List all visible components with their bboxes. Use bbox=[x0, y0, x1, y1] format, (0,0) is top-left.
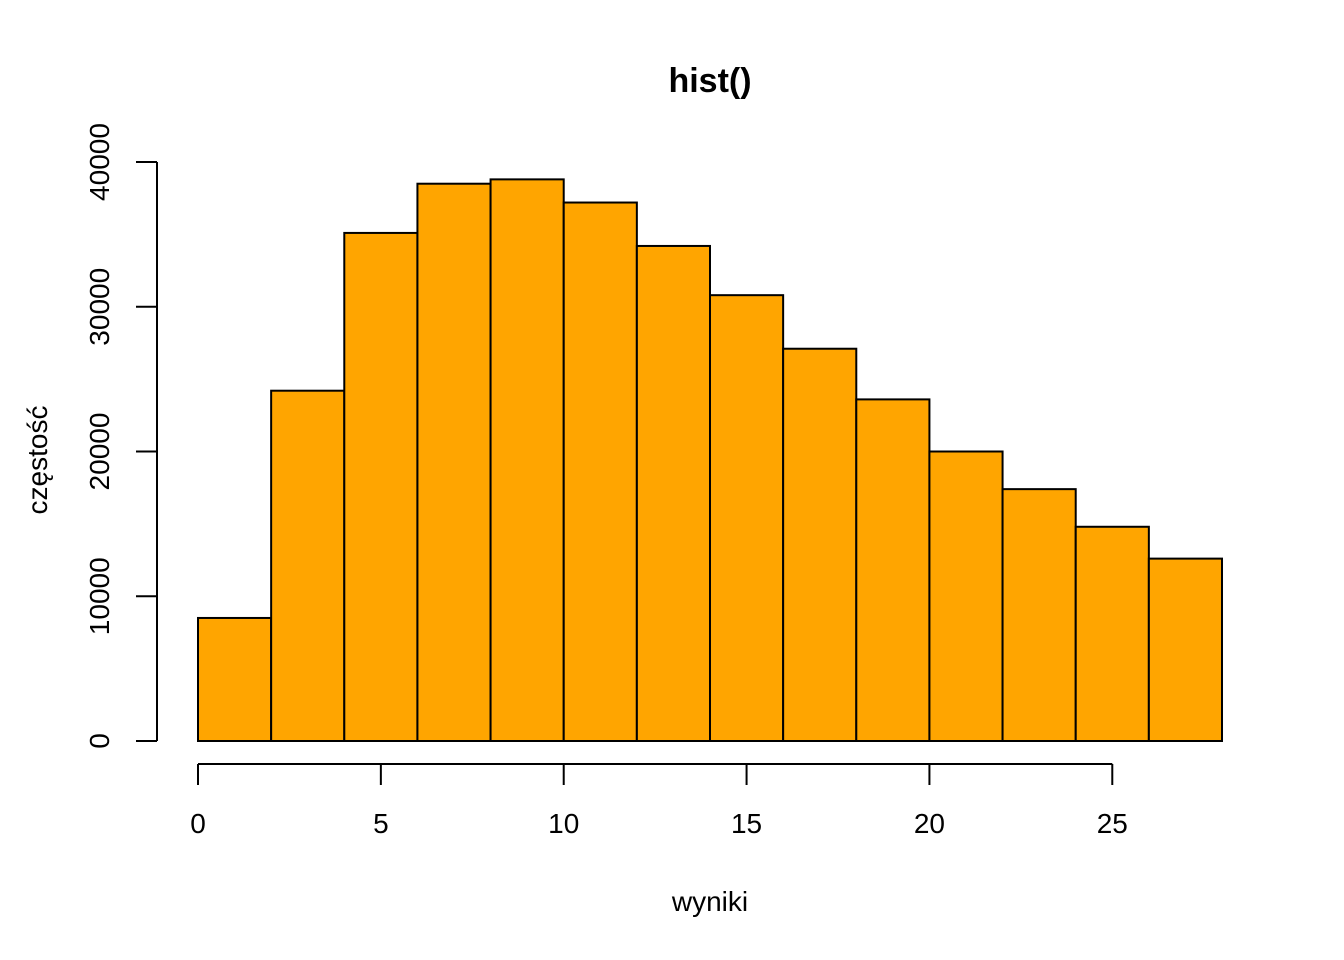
histogram-bar bbox=[1001, 488, 1077, 743]
histogram-bar bbox=[855, 398, 931, 742]
x-axis-label: wyniki bbox=[671, 886, 748, 917]
histogram-bar bbox=[197, 616, 273, 743]
x-tick-label: 25 bbox=[1097, 808, 1128, 839]
histogram-bar bbox=[709, 294, 785, 742]
histogram-bar bbox=[635, 244, 711, 743]
x-tick-label: 0 bbox=[190, 808, 206, 839]
chart-title: hist() bbox=[668, 62, 751, 100]
x-tick-label: 10 bbox=[548, 808, 579, 839]
x-tick-label: 15 bbox=[731, 808, 762, 839]
y-tick-label: 20000 bbox=[84, 413, 115, 491]
bars-group bbox=[197, 178, 1224, 743]
y-tick-label: 0 bbox=[84, 733, 115, 749]
x-tick-label: 20 bbox=[914, 808, 945, 839]
y-tick-label: 10000 bbox=[84, 557, 115, 635]
y-axis-label: częstość bbox=[22, 406, 53, 515]
histogram-bar bbox=[1074, 525, 1150, 743]
x-tick-label: 5 bbox=[373, 808, 389, 839]
x-axis: 0 5 10 15 20 25 bbox=[190, 763, 1128, 839]
histogram-bar bbox=[416, 182, 492, 742]
histogram-bar bbox=[489, 178, 565, 742]
y-tick-label: 30000 bbox=[84, 268, 115, 346]
y-axis: 0 10000 20000 30000 40000 bbox=[84, 123, 158, 749]
histogram-bar bbox=[782, 347, 858, 742]
histogram-bar bbox=[343, 231, 419, 743]
histogram-bar bbox=[562, 201, 638, 742]
histogram-bar bbox=[1147, 557, 1224, 742]
histogram-bar bbox=[928, 450, 1004, 742]
histogram-bar bbox=[270, 389, 346, 742]
y-tick-label: 40000 bbox=[84, 123, 115, 201]
